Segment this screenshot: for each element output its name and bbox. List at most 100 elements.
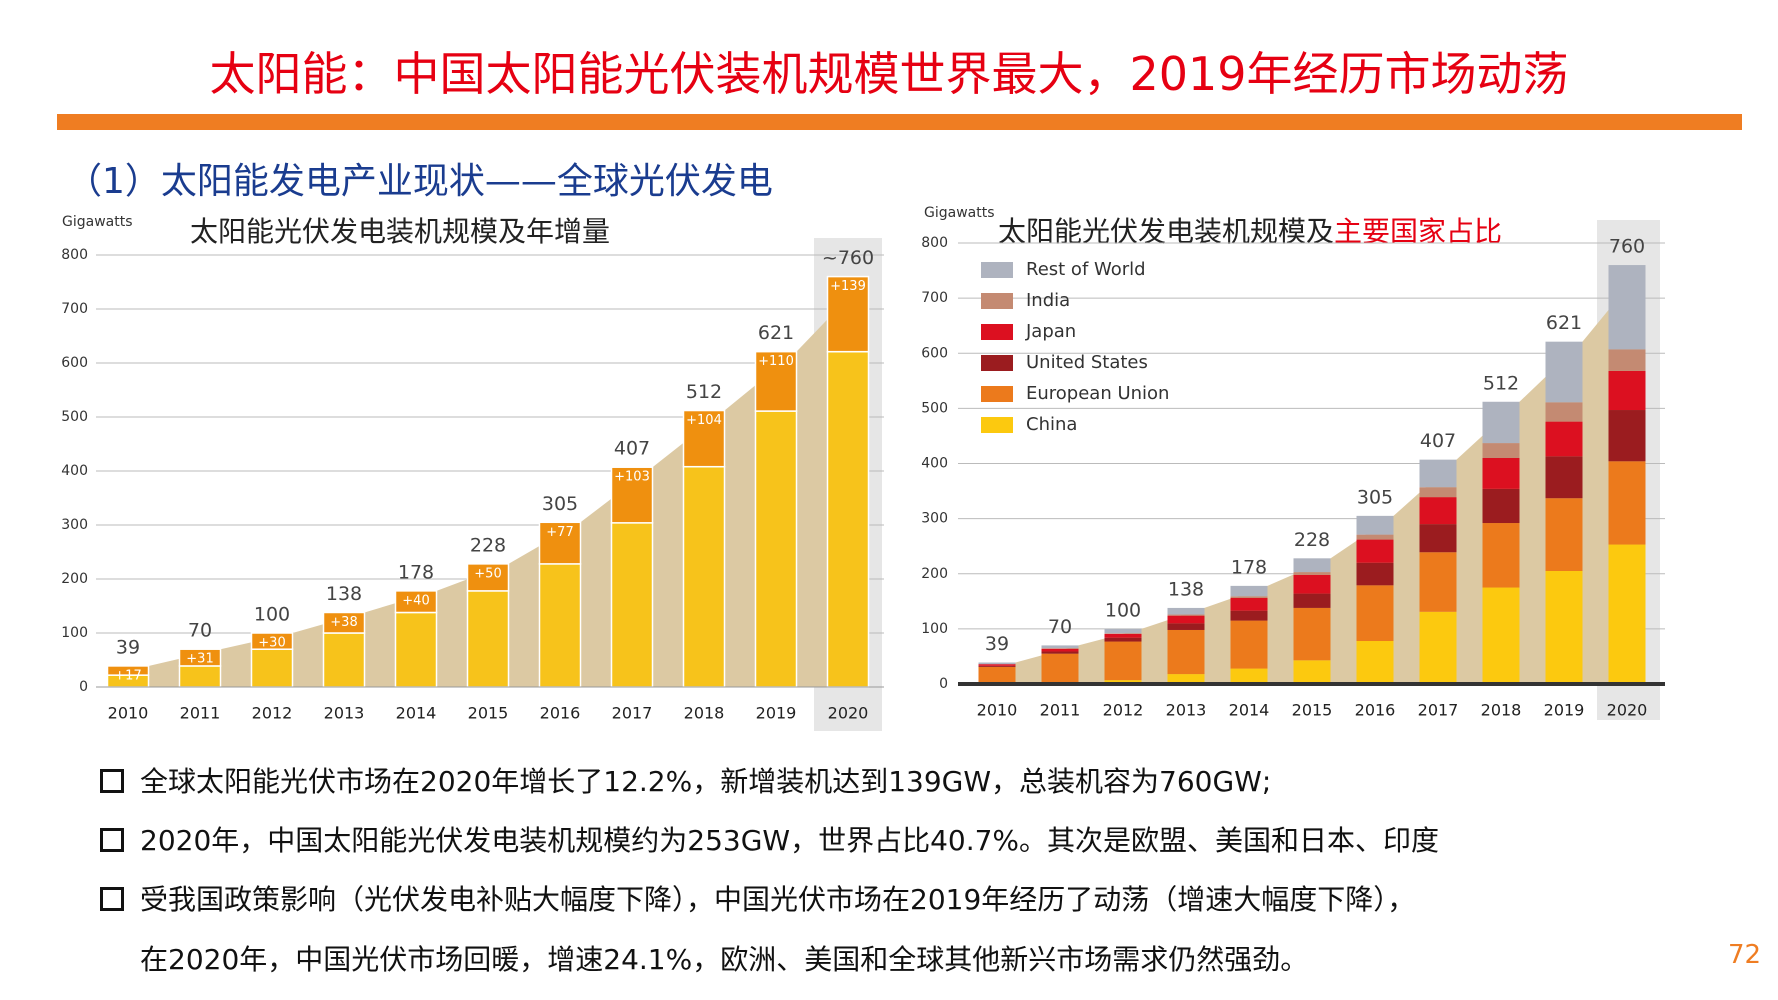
total-label: 407 bbox=[614, 438, 650, 460]
x-tick-label: 2014 bbox=[1229, 701, 1270, 720]
bullet: 受我国政策影响（光伏发电补贴大幅度下降），中国光伏市场在2019年经历了动荡（增… bbox=[100, 878, 1415, 918]
bar-segment bbox=[1293, 572, 1331, 575]
bar-segment bbox=[978, 665, 1016, 667]
y-tick-label: 400 bbox=[921, 456, 948, 472]
y-tick-label: 100 bbox=[921, 621, 948, 637]
total-label: 138 bbox=[1168, 578, 1204, 600]
bullet-text: 在2020年，中国光伏市场回暖，增速24.1%，欧洲、美国和全球其他新兴市场需求… bbox=[140, 943, 1309, 976]
chart-title: 太阳能光伏发电装机规模及主要国家占比 bbox=[998, 215, 1502, 248]
total-label: 305 bbox=[1357, 486, 1393, 508]
bar-segment bbox=[1482, 587, 1520, 684]
legend-swatch bbox=[981, 355, 1013, 371]
page-number: 72 bbox=[1728, 940, 1762, 970]
bar-segment bbox=[610, 466, 654, 524]
bar-segment bbox=[1293, 660, 1331, 684]
x-tick-label: 2020 bbox=[828, 704, 869, 723]
value-label: +50 bbox=[474, 566, 501, 581]
bar-segment bbox=[1230, 585, 1268, 597]
total-label: 100 bbox=[1105, 599, 1141, 621]
y-tick-label: 400 bbox=[61, 463, 88, 479]
total-label: 70 bbox=[1048, 616, 1072, 638]
bar-segment bbox=[1041, 648, 1079, 652]
bar-segment bbox=[1545, 456, 1583, 499]
bar-segment bbox=[1545, 421, 1583, 457]
value-label: +110 bbox=[758, 354, 794, 369]
bullet-text: 全球太阳能光伏市场在2020年增长了12.2%，新增装机达到139GW，总装机容… bbox=[140, 765, 1272, 798]
total-label: 138 bbox=[326, 583, 362, 605]
total-label: 228 bbox=[1294, 529, 1330, 551]
bar-segment bbox=[106, 665, 150, 676]
bar-segment bbox=[1356, 539, 1394, 563]
bar-segment bbox=[1104, 628, 1142, 634]
bar-segment bbox=[322, 632, 366, 688]
bar-segment bbox=[1293, 574, 1331, 594]
bar-segment bbox=[610, 522, 654, 688]
bar-segment bbox=[1041, 651, 1079, 654]
bar-segment bbox=[250, 648, 294, 688]
bar-segment bbox=[1293, 607, 1331, 661]
bar-segment bbox=[754, 410, 798, 688]
bar-segment bbox=[1356, 585, 1394, 642]
bar-segment bbox=[1230, 596, 1268, 599]
value-label: +38 bbox=[330, 615, 357, 630]
bullet-text: 2020年，中国太阳能光伏发电装机规模约为253GW，世界占比40.7%。其次是… bbox=[140, 824, 1440, 857]
bar-segment bbox=[1419, 552, 1457, 612]
bar-segment bbox=[1167, 607, 1205, 615]
x-tick-label: 2018 bbox=[1481, 701, 1522, 720]
value-label: +31 bbox=[186, 652, 213, 667]
bar-segment bbox=[682, 465, 726, 688]
y-tick-label: 300 bbox=[61, 517, 88, 533]
value-label: +17 bbox=[114, 668, 141, 683]
bar-segment bbox=[1167, 623, 1205, 630]
legend-label: Rest of World bbox=[1026, 259, 1146, 280]
y-tick-label: 500 bbox=[61, 409, 88, 425]
x-tick-label: 2010 bbox=[108, 704, 149, 723]
total-label: 621 bbox=[1546, 312, 1582, 334]
legend-label: India bbox=[1026, 290, 1070, 311]
total-label: 512 bbox=[1483, 372, 1519, 394]
total-label: 305 bbox=[542, 493, 578, 515]
bar-segment bbox=[1230, 598, 1268, 611]
value-label: +40 bbox=[402, 593, 429, 608]
y-tick-label: 600 bbox=[61, 355, 88, 371]
bar-segment bbox=[754, 350, 798, 412]
bar-segment bbox=[978, 662, 1016, 665]
bar-segment bbox=[826, 350, 870, 688]
y-tick-label: 0 bbox=[939, 676, 948, 692]
legend-swatch bbox=[981, 324, 1013, 340]
total-label: 760 bbox=[1609, 236, 1645, 258]
x-tick-label: 2011 bbox=[1040, 701, 1081, 720]
legend-swatch bbox=[981, 262, 1013, 278]
x-tick-label: 2015 bbox=[468, 704, 509, 723]
y-tick-label: 200 bbox=[61, 571, 88, 587]
x-tick-label: 2011 bbox=[180, 704, 221, 723]
y-tick-label: 700 bbox=[921, 290, 948, 306]
bar-segment bbox=[1293, 558, 1331, 573]
y-tick-label: 200 bbox=[921, 566, 948, 582]
bar-segment bbox=[1293, 593, 1331, 608]
total-label: 70 bbox=[188, 620, 212, 642]
bullet-text: 受我国政策影响（光伏发电补贴大幅度下降），中国光伏市场在2019年经历了动荡（增… bbox=[140, 883, 1416, 916]
x-tick-label: 2015 bbox=[1292, 701, 1333, 720]
bar-segment bbox=[322, 611, 366, 634]
chart-title-highlight: 主要国家占比 bbox=[1334, 215, 1502, 248]
bar-segment bbox=[394, 590, 438, 614]
y-tick-label: 700 bbox=[61, 301, 88, 317]
bar-segment bbox=[1419, 611, 1457, 684]
chart-title: 太阳能光伏发电装机规模及年增量 bbox=[190, 215, 610, 248]
value-label: +77 bbox=[546, 525, 573, 540]
total-label: 621 bbox=[758, 322, 794, 344]
x-tick-label: 2017 bbox=[1418, 701, 1459, 720]
legend-label: China bbox=[1026, 414, 1077, 435]
y-tick-label: 500 bbox=[921, 400, 948, 416]
bar-segment bbox=[1608, 265, 1646, 350]
chart-title-text: 太阳能光伏发电装机规模及年增量 bbox=[190, 215, 610, 248]
title-rule bbox=[57, 114, 1742, 130]
bar-segment bbox=[1419, 459, 1457, 488]
bar-segment bbox=[1104, 637, 1142, 642]
bar-segment bbox=[1104, 641, 1142, 681]
y-tick-label: 100 bbox=[61, 625, 88, 641]
x-tick-label: 2012 bbox=[252, 704, 293, 723]
slide-title: 太阳能：中国太阳能光伏装机规模世界最大，2019年经历市场动荡 bbox=[209, 47, 1569, 101]
legend-swatch bbox=[981, 386, 1013, 402]
